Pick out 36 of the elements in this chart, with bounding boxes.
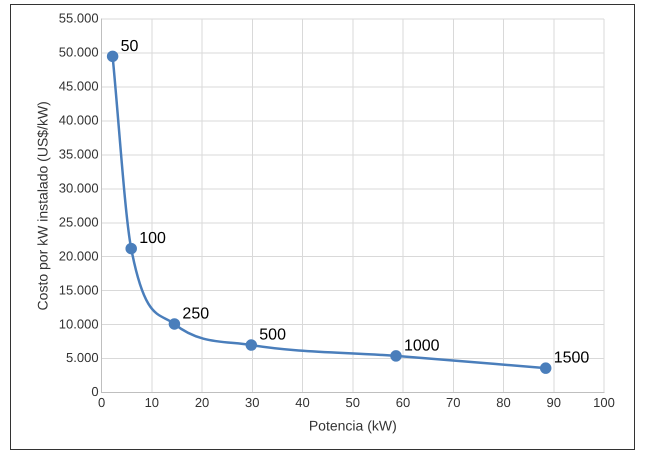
y-tick-label: 10.000 [58,316,99,332]
x-tick-label: 90 [546,394,561,410]
x-tick-label: 100 [593,394,615,410]
y-axis-title: Costo por kW instalado (US$/kW) [34,101,50,310]
annotation: 50 [120,38,139,55]
x-tick-label: 50 [346,394,360,410]
point [540,362,552,374]
x-tick-label: 10 [144,394,160,410]
y-tick-label: 40.000 [58,112,99,128]
x-tick-label: 70 [446,394,461,410]
x-tick-label: 40 [295,394,310,410]
y-tick-label: 5.000 [66,350,99,366]
point [246,339,258,351]
annotation: 100 [139,230,166,247]
point [106,50,118,62]
y-tick-label: 50.000 [58,44,99,60]
x-tick-label: 80 [496,394,511,410]
y-tick-label: 45.000 [58,78,99,94]
y-tick-label: 20.000 [58,248,99,264]
point [168,318,180,330]
annotation: 1500 [554,350,590,367]
y-tick-label: 55.000 [58,10,99,26]
point [390,350,402,362]
x-tick-label: 30 [245,394,260,410]
y-tick-label: 25.000 [58,214,99,230]
annotation: 500 [259,326,286,344]
y-tick-label: 30.000 [58,180,99,196]
y-tick-label: 35.000 [58,146,99,162]
y-tick-label: 0 [91,384,99,400]
annotation: 250 [182,305,210,322]
annotation: 1000 [404,337,440,354]
point [125,242,137,254]
x-tick-label: 60 [396,394,410,410]
x-axis-title: Potencia (kW) [308,417,397,434]
y-tick-label: 15.000 [58,282,99,298]
x-tick-label: 20 [194,394,210,410]
